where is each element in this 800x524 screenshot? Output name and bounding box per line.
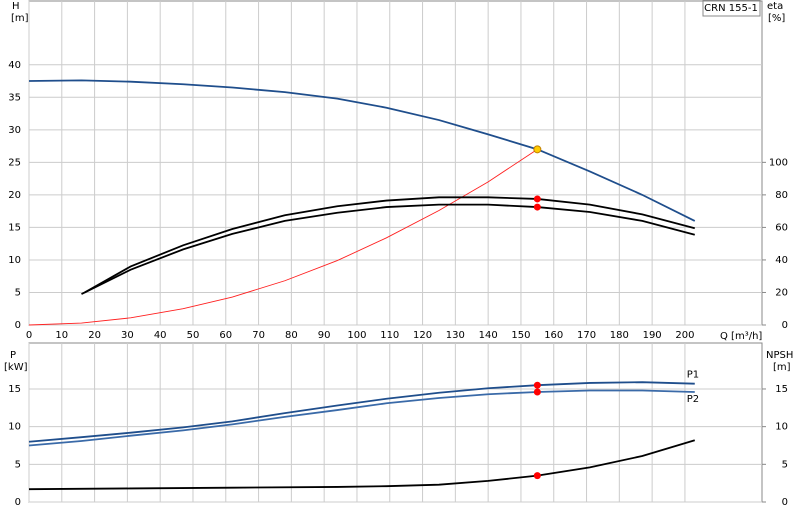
- x-tick-label: 120: [413, 330, 432, 341]
- x-tick-label: 40: [154, 330, 167, 341]
- y2-unit: [%]: [768, 13, 785, 24]
- marker: [533, 195, 541, 203]
- y-unit: [m]: [11, 13, 29, 24]
- x-tick-label: 110: [380, 330, 399, 341]
- x-tick-label: 0: [26, 330, 32, 341]
- x-tick-label: 180: [610, 330, 629, 341]
- y2-tick-label: 0: [782, 320, 788, 331]
- x-tick-label: 70: [252, 330, 265, 341]
- series-line: [81, 203, 695, 295]
- y-tick-label: 10: [8, 422, 21, 433]
- label-box: [702, 0, 761, 17]
- x-tick-label: 140: [479, 330, 498, 341]
- y-tick-label: 5: [15, 459, 21, 470]
- y-label: P: [10, 350, 16, 361]
- y2-tick-label: 80: [775, 190, 788, 201]
- marker: [533, 381, 541, 389]
- x-tick-label: 200: [675, 330, 694, 341]
- x-tick-label: 100: [347, 330, 366, 341]
- marker: [533, 388, 541, 396]
- marker: [533, 145, 542, 154]
- y2-tick-label: 0: [782, 497, 788, 508]
- x-tick-label: 30: [121, 330, 134, 341]
- marker: [533, 203, 541, 211]
- legend-label: P2: [687, 394, 699, 405]
- y2-tick-label: 100: [769, 157, 788, 168]
- y2-tick-label: 20: [775, 287, 788, 298]
- x-tick-label: 10: [55, 330, 68, 341]
- series-line: [28, 439, 696, 491]
- y2-tick-label: 40: [775, 255, 788, 266]
- y2-unit: [m]: [773, 362, 791, 373]
- series-line: [28, 79, 696, 222]
- y-tick-label: 15: [8, 384, 21, 395]
- y2-label: NPSH: [766, 350, 793, 361]
- series-line: [28, 389, 695, 447]
- x-tick-label: 20: [88, 330, 101, 341]
- marker: [533, 472, 541, 480]
- y-tick-label: 35: [8, 92, 21, 103]
- y-tick-label: 25: [8, 157, 21, 168]
- x-tick-label: 190: [643, 330, 662, 341]
- y2-tick-label: 60: [775, 222, 788, 233]
- y-tick-label: 0: [15, 320, 21, 331]
- y-tick-label: 5: [15, 287, 21, 298]
- x-tick-label: 150: [511, 330, 530, 341]
- x-tick-label: 50: [187, 330, 200, 341]
- series-line: [84, 196, 695, 294]
- y-tick-label: 10: [8, 255, 21, 266]
- y2-tick-label: 5: [782, 459, 788, 470]
- y-label: H: [12, 1, 20, 12]
- y-unit: [kW]: [4, 362, 28, 373]
- y-tick-label: 40: [8, 60, 21, 71]
- x-label: Q [m³/h]: [720, 331, 762, 342]
- y-tick-label: 0: [15, 497, 21, 508]
- series-line: [28, 381, 695, 443]
- y2-tick-label: 15: [775, 384, 788, 395]
- x-tick-label: 170: [577, 330, 596, 341]
- x-tick-label: 80: [285, 330, 298, 341]
- chart-label: CRN 155-1: [704, 3, 758, 14]
- x-tick-label: 160: [544, 330, 563, 341]
- y2-label: eta: [767, 1, 783, 12]
- x-tick-label: 60: [219, 330, 232, 341]
- y-tick-label: 15: [8, 222, 21, 233]
- legend-label: P1: [687, 370, 699, 381]
- x-tick-label: 90: [318, 330, 331, 341]
- y2-tick-label: 10: [775, 422, 788, 433]
- y-tick-label: 30: [8, 125, 21, 136]
- y-tick-label: 20: [8, 190, 21, 201]
- series-line: [28, 148, 538, 326]
- x-tick-label: 130: [446, 330, 465, 341]
